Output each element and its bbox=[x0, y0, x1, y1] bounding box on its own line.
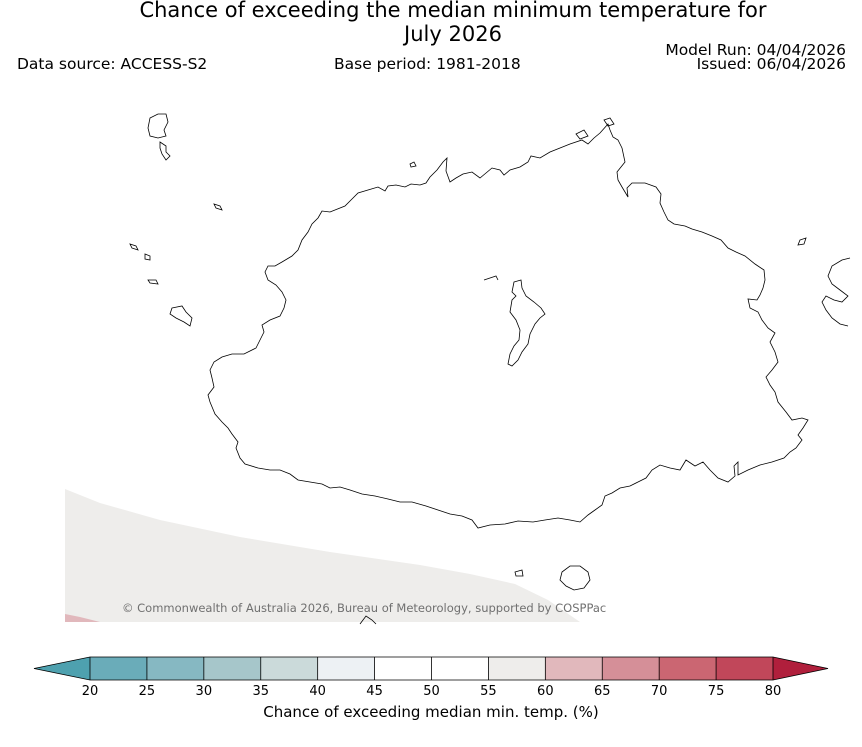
colorbar-tick-label: 70 bbox=[651, 684, 668, 699]
colorbar-tick-label: 55 bbox=[480, 684, 497, 699]
shade-region-50-55 bbox=[65, 489, 580, 622]
map-title: Chance of exceeding the median minimum t… bbox=[0, 0, 862, 46]
colorbar-bin bbox=[90, 657, 148, 680]
colorbar-tick-label: 35 bbox=[252, 684, 269, 699]
colorbar-ticks: 20 25 30 35 40 45 50 55 60 65 70 75 80 bbox=[82, 657, 782, 699]
colorbar-tick-label: 75 bbox=[708, 684, 725, 699]
colorbar-tick-label: 45 bbox=[366, 684, 383, 699]
colorbar-tick-label: 25 bbox=[139, 684, 156, 699]
colorbar-bin bbox=[488, 657, 546, 680]
colorbar-bins bbox=[90, 657, 774, 680]
colorbar-bin bbox=[317, 657, 375, 680]
colorbar-bin bbox=[374, 657, 432, 680]
southern-islet bbox=[514, 569, 524, 577]
beqa-island bbox=[559, 565, 591, 591]
colorbar-tick-label: 80 bbox=[765, 684, 782, 699]
colorbar-bin bbox=[659, 657, 717, 680]
kadavu-tip bbox=[359, 615, 377, 625]
issued-label: Issued: 06/04/2026 bbox=[696, 55, 846, 73]
fiji-map: © Commonwealth of Australia 2026, Bureau… bbox=[65, 113, 851, 625]
data-source-label: Data source: ACCESS-S2 bbox=[17, 55, 208, 73]
mamanuca-island-2 bbox=[144, 253, 151, 261]
northern-islet-1 bbox=[409, 161, 417, 168]
colorbar-label: Chance of exceeding median min. temp. (%… bbox=[263, 703, 599, 721]
coastlines bbox=[129, 113, 851, 625]
ovalau-coastline bbox=[797, 237, 807, 246]
colorbar-under-arrow bbox=[34, 657, 90, 680]
title-line-2: July 2026 bbox=[404, 22, 502, 46]
yasawa-island-1 bbox=[147, 113, 169, 139]
mamanuca-island-1 bbox=[129, 243, 139, 251]
colorbar-bin bbox=[545, 657, 603, 680]
mamanuca-island-3 bbox=[147, 279, 159, 285]
shade-region-60-65 bbox=[65, 614, 100, 622]
base-period-label: Base period: 1981-2018 bbox=[334, 55, 521, 73]
colorbar-tick-label: 60 bbox=[537, 684, 554, 699]
copyright-notice: © Commonwealth of Australia 2026, Bureau… bbox=[122, 601, 606, 615]
vanua-levu-coastline bbox=[821, 257, 851, 327]
interior-lake-outline bbox=[507, 279, 546, 367]
colorbar-bin bbox=[431, 657, 489, 680]
colorbar-bin bbox=[146, 657, 205, 680]
mamanuca-island-4 bbox=[169, 305, 193, 327]
yasawa-island-2 bbox=[159, 141, 171, 161]
colorbar-bin bbox=[602, 657, 660, 680]
colorbar: 20 25 30 35 40 45 50 55 60 65 70 75 80 bbox=[33, 656, 829, 699]
colorbar-bin bbox=[203, 657, 262, 680]
colorbar-over-arrow bbox=[773, 657, 828, 680]
colorbar-tick-label: 65 bbox=[594, 684, 611, 699]
viti-levu-coastline bbox=[207, 123, 809, 529]
interior-stream bbox=[483, 275, 499, 281]
northern-islet-2 bbox=[575, 129, 589, 140]
title-line-1: Chance of exceeding the median minimum t… bbox=[139, 0, 767, 22]
model-run-label: Model Run: 04/04/2026 bbox=[665, 41, 846, 59]
colorbar-tick-label: 50 bbox=[423, 684, 440, 699]
colorbar-tick-label: 30 bbox=[196, 684, 213, 699]
colorbar-bin bbox=[716, 657, 774, 680]
colorbar-bin bbox=[260, 657, 319, 680]
yasawa-island-3 bbox=[213, 203, 223, 211]
colorbar-tick-label: 40 bbox=[309, 684, 326, 699]
northern-islet-3 bbox=[603, 117, 615, 127]
colorbar-tick-label: 20 bbox=[82, 684, 99, 699]
